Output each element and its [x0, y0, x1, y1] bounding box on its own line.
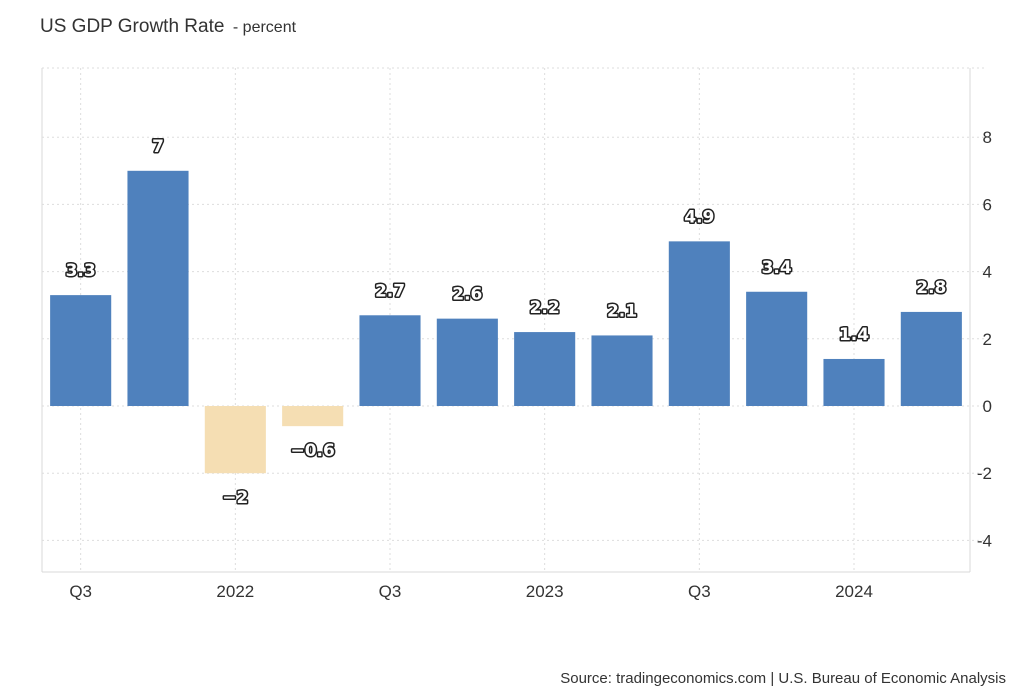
y-tick-label: 8 — [983, 128, 992, 147]
x-tick-label: 2022 — [216, 582, 254, 601]
bar-value-label: −0.6 — [290, 441, 334, 461]
y-tick-label: 4 — [983, 263, 992, 282]
bar-value-label: 3.4 — [762, 258, 792, 278]
x-tick-label: 2023 — [526, 582, 564, 601]
y-tick-label: -2 — [977, 464, 992, 483]
bar-value-label: 7 — [152, 137, 164, 157]
bars-layer — [50, 170, 962, 474]
x-tick-label: 2024 — [835, 582, 873, 601]
bar — [204, 406, 266, 474]
bar-value-label: 4.9 — [684, 207, 714, 227]
bar-value-label: 2.1 — [607, 301, 637, 321]
y-tick-label: 6 — [983, 195, 992, 214]
source-credit: Source: tradingeconomics.com | U.S. Bure… — [560, 670, 1006, 687]
y-tick-label: 2 — [983, 330, 992, 349]
bar — [668, 241, 730, 406]
bar — [900, 311, 962, 406]
chart-title: US GDP Growth Rate — [40, 16, 225, 37]
bar-value-label: 3.3 — [66, 261, 96, 281]
chart-subtitle: - percent — [232, 19, 297, 36]
bar-value-label: 1.4 — [839, 325, 869, 345]
bar-value-label: 2.7 — [375, 281, 405, 301]
bar-value-label: −2 — [222, 488, 248, 508]
bar-value-label: 2.8 — [916, 278, 946, 298]
x-tick-label: Q3 — [688, 582, 711, 601]
y-tick-label: 0 — [983, 397, 992, 416]
y-axis: 8 6 4 2 0 -2 -4 — [977, 128, 992, 550]
grid-layer — [41, 67, 984, 573]
data-labels-layer: 3.3 7 −2 −0.6 2.7 2.6 2.2 2.1 4.9 3.4 1.4 2.8 — [64, 135, 948, 509]
x-tick-label: Q3 — [69, 582, 92, 601]
chart-title-row: US GDP Growth Rate - percent — [40, 16, 296, 38]
x-axis: Q3 2022 Q3 2023 Q3 2024 — [69, 582, 873, 601]
bar-value-label: 2.6 — [452, 285, 482, 305]
bar — [50, 295, 112, 406]
bar — [282, 406, 344, 427]
bar — [436, 318, 498, 406]
bar — [359, 315, 421, 406]
bar — [591, 335, 653, 406]
x-tick-label: Q3 — [379, 582, 402, 601]
y-tick-label: -4 — [977, 531, 992, 550]
bar-value-label: 2.2 — [530, 298, 560, 318]
bar — [823, 358, 885, 406]
bar — [746, 291, 808, 406]
bar — [127, 170, 189, 406]
bar — [514, 332, 576, 406]
